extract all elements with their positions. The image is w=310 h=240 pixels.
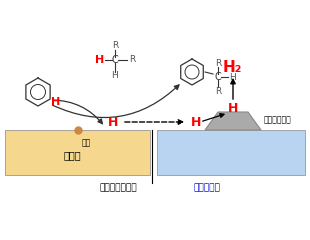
Text: R: R bbox=[112, 42, 118, 50]
Text: H: H bbox=[51, 97, 61, 107]
Bar bbox=[5, 130, 150, 175]
Text: C: C bbox=[112, 55, 118, 65]
Text: R: R bbox=[129, 55, 135, 65]
FancyArrowPatch shape bbox=[53, 100, 102, 124]
FancyArrowPatch shape bbox=[52, 85, 179, 118]
Bar bbox=[157, 130, 305, 175]
Text: H: H bbox=[228, 102, 238, 114]
Text: 粒子間水素移動: 粒子間水素移動 bbox=[100, 184, 138, 192]
Text: H: H bbox=[95, 55, 105, 65]
Text: H: H bbox=[108, 115, 118, 128]
Text: H: H bbox=[191, 115, 201, 128]
Text: C: C bbox=[215, 72, 221, 82]
Text: R: R bbox=[215, 86, 221, 96]
Text: 固体酸: 固体酸 bbox=[63, 150, 81, 160]
Text: H: H bbox=[230, 72, 236, 82]
Text: R: R bbox=[215, 59, 221, 67]
Text: 酸点: 酸点 bbox=[82, 138, 91, 147]
Text: 金属ナノ粒子: 金属ナノ粒子 bbox=[264, 115, 292, 125]
Text: H₂: H₂ bbox=[222, 60, 242, 76]
Text: H: H bbox=[112, 72, 118, 80]
Polygon shape bbox=[205, 112, 261, 130]
Text: （長距離）: （長距離） bbox=[194, 184, 221, 192]
